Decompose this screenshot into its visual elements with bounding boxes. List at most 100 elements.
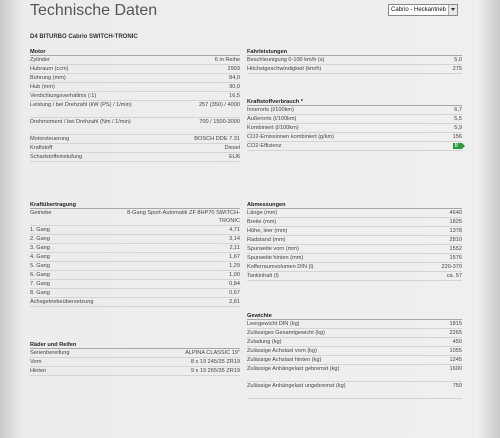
table-row: 7. Gang 0,84 xyxy=(30,280,240,289)
row-value: 1,29 xyxy=(229,263,240,269)
table-row: Länge (mm) 4640 xyxy=(247,209,462,218)
row-label: Zylinder xyxy=(30,57,50,63)
row-value: 9 x 19 265/35 ZR19 xyxy=(190,368,240,374)
row-value: 1245 xyxy=(449,357,462,363)
row-label: Kombiniert (l/100km) xyxy=(247,125,299,131)
section-title: Kraftstoffverbrauch * xyxy=(247,98,462,106)
row-label: Zulässige Achslast vorn (kg) xyxy=(247,348,317,354)
row-value: 1815 xyxy=(449,321,462,327)
row-value: 2,11 xyxy=(229,245,240,251)
row-value: 16,5 xyxy=(229,93,240,99)
table-row: Zulässige Anhängelast gebremst (kg) 1600 xyxy=(247,365,462,382)
row-value: 5,0 xyxy=(454,57,462,63)
row-value: 5,5 xyxy=(454,116,462,122)
table-row: CO2-Effizienz B xyxy=(247,142,466,151)
row-label: Serienbereifung xyxy=(30,350,70,356)
row-label: Zulässiges Gesamtgewicht (kg) xyxy=(247,330,326,336)
row-value: 0,67 xyxy=(229,290,240,296)
variant-select[interactable]: Cabrio - Heckantrieb xyxy=(388,4,458,16)
section-kraftstoffverbrauch: Kraftstoffverbrauch * Innerorts (l/100km… xyxy=(247,98,466,151)
table-row: Motorsteuerung BOSCH DDE 7.31 xyxy=(30,135,240,144)
table-row: Breite (mm) 1825 xyxy=(247,218,462,227)
section-motor: Motor Zylinder 6 in Reihe Hubraum (ccm) 29… xyxy=(30,48,240,162)
section-title: Motor xyxy=(30,48,240,56)
row-label: Drehmoment / bei Drehzahl (Nm / 1/min) xyxy=(30,119,131,125)
table-row: 4. Gang 1,67 xyxy=(30,253,240,262)
row-value: 1,67 xyxy=(229,254,240,260)
table-row: Zulässiges Gesamtgewicht (kg) 2265 xyxy=(247,329,462,338)
row-value: EU6 xyxy=(229,154,240,160)
table-row: Zylinder 6 in Reihe xyxy=(30,56,240,65)
row-label: Getriebe xyxy=(30,210,52,216)
row-value: ALPINA CLASSIC 19" xyxy=(185,350,240,356)
row-value: 257 (350) / 4000 xyxy=(198,102,240,108)
section-title: Räder und Reifen xyxy=(30,341,240,349)
row-label: Höchstgeschwindigkeit (km/h) xyxy=(247,66,322,72)
row-label: Zulässige Achslast hinten (kg) xyxy=(247,357,322,363)
row-label: 6. Gang xyxy=(30,272,50,278)
row-label: Spurweite vorn (mm) xyxy=(247,246,299,252)
table-row: Leistung / bei Drehzahl (kW (PS) / 1/min… xyxy=(30,101,240,118)
row-label: Zuladung (kg) xyxy=(247,339,282,345)
row-label: Leistung / bei Drehzahl (kW (PS) / 1/min… xyxy=(30,102,132,108)
table-row: Kofferraumvolumen DIN (l) 220-370 xyxy=(247,263,462,272)
row-value: 1378 xyxy=(449,228,462,234)
row-value: 275 xyxy=(452,66,462,72)
row-value: Diesel xyxy=(224,145,240,151)
table-row: Höhe, leer (mm) 1378 xyxy=(247,227,462,236)
row-value: 2810 xyxy=(449,237,462,243)
table-row: Leergewicht DIN (kg) 1815 xyxy=(247,320,462,329)
table-row: Spurweite hinten (mm) 1576 xyxy=(247,254,462,263)
row-label: Radstand (mm) xyxy=(247,237,286,243)
row-value: ca. 57 xyxy=(446,273,462,279)
row-value: 4,71 xyxy=(229,227,240,233)
row-label: 1. Gang xyxy=(30,227,50,233)
section-title: Abmessungen xyxy=(247,201,462,209)
row-label: Breite (mm) xyxy=(247,219,277,225)
row-label: Spurweite hinten (mm) xyxy=(247,255,304,261)
row-label: Verdichtungsverhältnis (:1) xyxy=(30,93,97,99)
row-value: 700 / 1500-3000 xyxy=(199,119,240,125)
row-label: Motorsteuerung xyxy=(30,136,70,142)
row-label: CO2-Effizienz xyxy=(247,143,282,149)
row-label: 3. Gang xyxy=(30,245,50,251)
row-value: 5,9 xyxy=(454,125,462,131)
table-row: Hub (mm) 90,0 xyxy=(30,83,240,92)
variant-select-value: Cabrio - Heckantrieb xyxy=(391,7,447,13)
table-row: Bohrung (mm) 84,0 xyxy=(30,74,240,83)
table-row: Serienbereifung ALPINA CLASSIC 19" xyxy=(30,349,240,358)
table-row: Zulässige Anhängelast ungebremst (kg) 750 xyxy=(247,382,462,399)
row-label: Vorn xyxy=(30,359,42,365)
row-label: 8. Gang xyxy=(30,290,50,296)
row-label: Tankinhalt (l) xyxy=(247,273,279,279)
row-label: Kofferraumvolumen DIN (l) xyxy=(247,264,314,270)
table-row: Hinten 9 x 19 265/35 ZR19 xyxy=(30,367,240,376)
row-value: 90,0 xyxy=(229,84,240,90)
table-row: Achsgetriebeübersetzung 2,81 xyxy=(30,298,240,307)
row-value: 4640 xyxy=(449,210,462,216)
row-label: Zulässige Anhängelast ungebremst (kg) xyxy=(247,383,346,389)
page-title: Technische Daten xyxy=(30,2,158,19)
table-row: Außerorts (l/100km) 5,5 xyxy=(247,115,462,124)
table-row: Tankinhalt (l) ca. 57 xyxy=(247,272,462,281)
row-label: 5. Gang xyxy=(30,263,50,269)
table-row: Hubraum (ccm) 2993 xyxy=(30,65,240,74)
row-label: Hub (mm) xyxy=(30,84,55,90)
row-value: 1,00 xyxy=(229,272,240,278)
table-row: 3. Gang 2,11 xyxy=(30,244,240,253)
row-label: 2. Gang xyxy=(30,236,50,242)
chevron-down-icon[interactable] xyxy=(448,5,457,15)
row-value: 8 x 19 245/35 ZR19 xyxy=(190,359,240,365)
row-label: Zulässige Anhängelast gebremst (kg) xyxy=(247,366,340,372)
row-value: 1825 xyxy=(449,219,462,225)
row-value: 156 xyxy=(452,134,462,140)
table-row: Zulässige Achslast vorn (kg) 1055 xyxy=(247,347,462,356)
table-row: Höchstgeschwindigkeit (km/h) 275 xyxy=(247,65,462,74)
row-value: 1600 xyxy=(449,366,462,372)
section-abmessungen: Abmessungen Länge (mm) 4640 Breite (mm) 18… xyxy=(247,201,462,281)
table-row: Schadstoffeinstufung EU6 xyxy=(30,153,240,162)
row-label: Hubraum (ccm) xyxy=(30,66,69,72)
table-row: Beschleunigung 0-100 km/h (s) 5,0 xyxy=(247,56,462,65)
row-label: Höhe, leer (mm) xyxy=(247,228,288,234)
row-value: 2265 xyxy=(449,330,462,336)
